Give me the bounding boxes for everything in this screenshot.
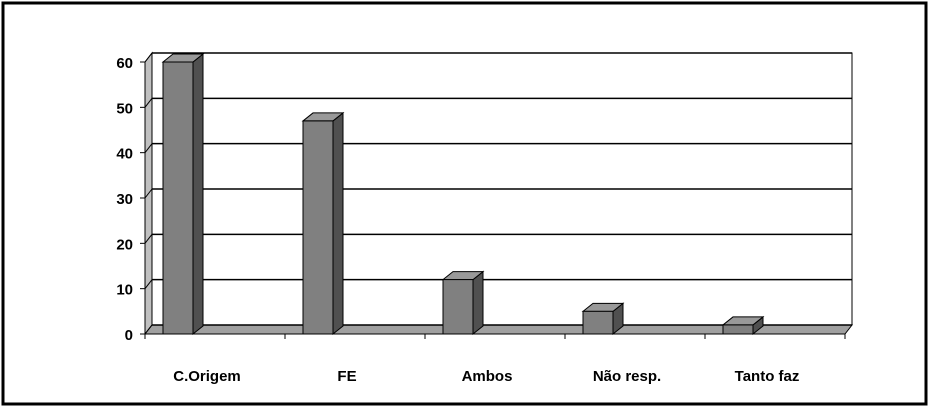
- bar: [582, 310, 614, 335]
- bar: [302, 120, 334, 335]
- x-tick-label: FE: [337, 368, 356, 385]
- y-tick-label: 50: [116, 100, 133, 117]
- grid-line: [144, 234, 153, 244]
- y-tick-label: 0: [125, 327, 133, 344]
- y-tick-label: 20: [116, 236, 133, 253]
- y-tick-label: 60: [116, 55, 133, 72]
- bar-side: [332, 111, 344, 336]
- x-tick-label: Não resp.: [593, 368, 661, 385]
- grid-line: [144, 324, 153, 335]
- grid-line: [144, 98, 153, 108]
- x-tick-label: Tanto faz: [735, 368, 800, 385]
- grid-line: [144, 143, 153, 153]
- grid-line: [144, 279, 153, 289]
- grid-line: [144, 52, 153, 63]
- x-tick-label: C.Origem: [173, 368, 241, 385]
- bar-side: [192, 52, 204, 336]
- bar: [442, 279, 474, 335]
- y-tick-label: 40: [116, 146, 133, 163]
- bar: [722, 324, 754, 335]
- y-tick-label: 10: [116, 282, 133, 299]
- grid-line: [144, 188, 153, 199]
- y-tick-label: 30: [116, 191, 133, 208]
- bar-side: [472, 270, 484, 336]
- bar: [162, 61, 194, 335]
- x-tick-label: Ambos: [462, 368, 513, 385]
